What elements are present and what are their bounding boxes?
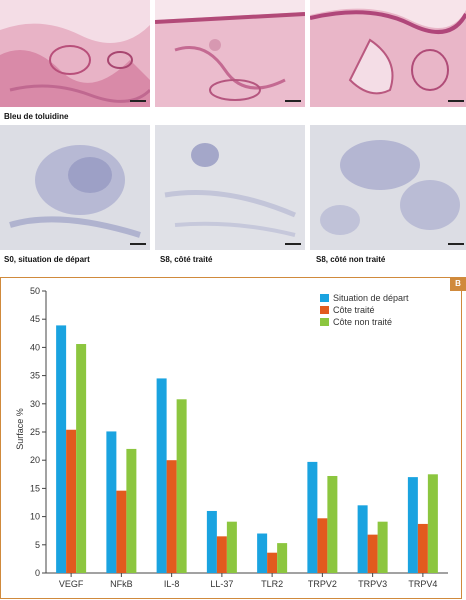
micrograph-toluidine-treated (155, 125, 305, 250)
scale-bar (448, 100, 464, 102)
caption-untreated: S8, côté non traité (316, 255, 386, 264)
micrograph-he-treated-image (155, 0, 305, 107)
scale-bar (285, 243, 301, 245)
legend-swatch (320, 306, 329, 314)
bar-trpv2-s1 (317, 518, 328, 573)
legend: Situation de départ Côte traité Côte non t… (320, 293, 409, 327)
micrograph-toluidine-treated-image (155, 125, 305, 250)
x-tick-label: IL-8 (164, 579, 180, 589)
y-tick-label: 45 (30, 314, 40, 324)
bar-chart: 0 5 10 15 20 25 30 35 40 45 50 VEGF NFkB IL-8 LL-37 TL… (15, 286, 448, 589)
bar-series (56, 325, 438, 573)
x-tick-label: TLR2 (261, 579, 283, 589)
bar-il-8-s1 (166, 460, 177, 573)
micrograph-toluidine-baseline (0, 125, 150, 250)
y-axis: 0 5 10 15 20 25 30 35 40 45 50 (30, 286, 47, 578)
micrograph-toluidine-untreated (310, 125, 466, 250)
bar-trpv3-s1 (367, 534, 378, 573)
micrograph-toluidine-baseline-image (0, 125, 150, 250)
legend-label: Côte traité (333, 305, 375, 315)
x-tick-label: TRPV4 (408, 579, 437, 589)
caption-treated: S8, côté traité (160, 255, 213, 264)
bar-il-8-s0 (156, 378, 167, 573)
bar-trpv3-s2 (377, 521, 388, 573)
y-tick-label: 30 (30, 399, 40, 409)
y-tick-label: 25 (30, 427, 40, 437)
bar-ll-37-s2 (226, 521, 237, 573)
y-tick-label: 0 (35, 568, 40, 578)
legend-label: Situation de départ (333, 293, 409, 303)
bar-vegf-s2 (76, 344, 87, 573)
bar-tlr2-s2 (277, 543, 288, 573)
bar-tlr2-s0 (257, 533, 268, 573)
panel-badge: B (450, 277, 466, 291)
x-tick-label: TRPV3 (358, 579, 387, 589)
y-tick-label: 10 (30, 512, 40, 522)
y-tick-label: 40 (30, 342, 40, 352)
x-tick-label: VEGF (59, 579, 84, 589)
x-tick-label: NFkB (110, 579, 133, 589)
scale-bar (448, 243, 464, 245)
caption-baseline: S0, situation de départ (4, 255, 90, 264)
bar-trpv4-s1 (417, 523, 428, 573)
micrograph-he-treated (155, 0, 305, 107)
bar-trpv2-s0 (307, 461, 318, 573)
x-tick-label: TRPV2 (308, 579, 337, 589)
micrograph-he-baseline-image (0, 0, 150, 107)
legend-swatch (320, 294, 329, 302)
bar-ll-37-s0 (206, 510, 217, 573)
scale-bar (285, 100, 301, 102)
bar-trpv4-s2 (427, 474, 438, 573)
x-axis: VEGF NFkB IL-8 LL-37 TLR2 TRPV2 TRPV3 TRPV4 (46, 572, 448, 589)
micrograph-toluidine-untreated-image (310, 125, 466, 250)
bar-nfkb-s2 (126, 448, 137, 573)
bar-nfkb-s0 (106, 431, 117, 573)
bar-tlr2-s1 (267, 552, 278, 573)
bar-trpv2-s2 (327, 475, 338, 573)
y-tick-label: 20 (30, 455, 40, 465)
scale-bar (130, 243, 146, 245)
micrograph-he-baseline (0, 0, 150, 107)
y-tick-label: 5 (35, 540, 40, 550)
bar-nfkb-s1 (116, 490, 127, 573)
y-tick-label: 15 (30, 483, 40, 493)
scale-bar (130, 100, 146, 102)
micrograph-he-untreated-image (310, 0, 466, 107)
bar-il-8-s2 (176, 399, 187, 573)
bar-trpv3-s0 (357, 505, 368, 573)
y-tick-label: 35 (30, 371, 40, 381)
bar-vegf-s0 (56, 325, 67, 573)
y-tick-label: 50 (30, 286, 40, 296)
micrograph-he-untreated (310, 0, 466, 107)
legend-label: Côte non traité (333, 317, 392, 327)
legend-swatch (320, 318, 329, 326)
x-tick-label: LL-37 (210, 579, 233, 589)
bar-vegf-s1 (66, 429, 77, 573)
bar-trpv4-s0 (407, 477, 418, 573)
bar-ll-37-s1 (216, 536, 227, 573)
y-axis-label: Surface % (15, 408, 25, 450)
stain-label: Bleu de toluidine (4, 112, 69, 121)
